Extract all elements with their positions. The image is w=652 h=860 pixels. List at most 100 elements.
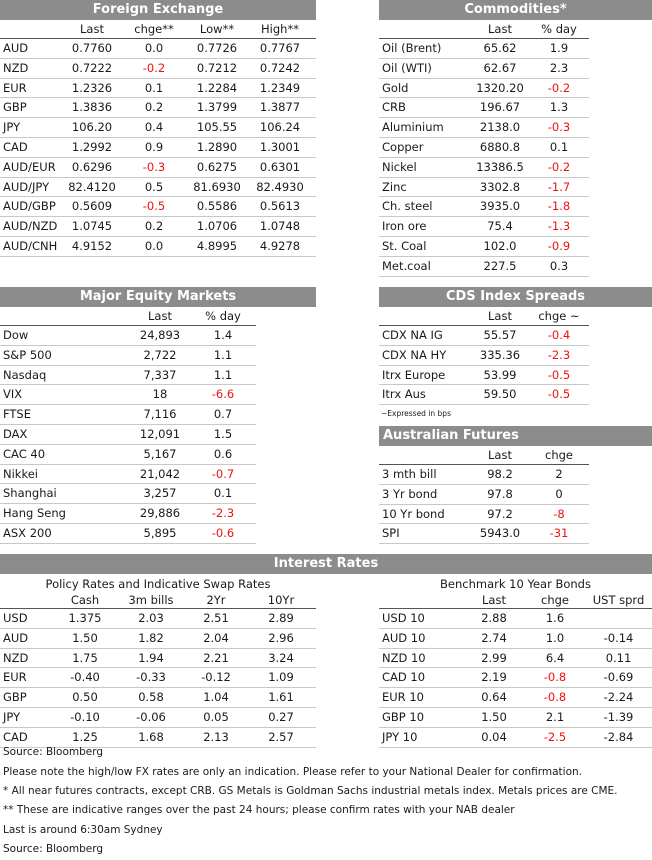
cds-col-headers: Last chge ~ bbox=[379, 307, 589, 326]
interest-panel: Interest Rates Policy Rates and Indicati… bbox=[0, 554, 652, 748]
cell-chge: 0.2 bbox=[144, 219, 164, 234]
row-label: JPY bbox=[3, 120, 21, 135]
row-label: Copper bbox=[382, 139, 424, 154]
cell-chge: -2.5 bbox=[543, 729, 567, 744]
cell-chge: 1.3 bbox=[549, 100, 569, 115]
table-row: Aluminium 2138.0 -0.3 bbox=[379, 118, 589, 138]
row-label: Aluminium bbox=[382, 120, 444, 135]
note-ranges: ** These are indicative ranges over the … bbox=[3, 804, 515, 816]
cds-table-body: CDX NA IG 55.57 -0.4 CDX NA HY 335.36 -2.3 Itr… bbox=[379, 326, 652, 406]
table-row: Oil (WTI) 62.67 2.3 bbox=[379, 59, 589, 79]
cell-y2: 1.04 bbox=[203, 690, 229, 705]
cell-low: 0.7726 bbox=[196, 41, 238, 55]
row-label: AUD/JPY bbox=[3, 179, 50, 194]
cell-chge: -2.3 bbox=[211, 506, 235, 521]
policy-col-10yr: 10Yr bbox=[267, 593, 295, 607]
cell-y10: 2.89 bbox=[268, 611, 294, 625]
row-label: USD 10 bbox=[382, 611, 425, 625]
aus-futures-panel: Australian Futures Last chge 3 mth bill 9… bbox=[379, 426, 652, 545]
cell-cash: 1.25 bbox=[72, 729, 98, 744]
cell-last: 0.64 bbox=[481, 690, 507, 705]
cds-footnote: ~Expressed in bps bbox=[381, 409, 451, 419]
commodities-panel: Commodities* Last % day Oil (Brent) 65.62… bbox=[379, 0, 652, 277]
table-row: CDX NA IG 55.57 -0.4 bbox=[379, 326, 589, 346]
row-label: St. Coal bbox=[382, 238, 427, 253]
cell-last: 82.4120 bbox=[68, 179, 116, 194]
cell-last: 2138.0 bbox=[479, 120, 521, 135]
row-label: GBP bbox=[3, 690, 27, 705]
cell-high: 0.5613 bbox=[259, 199, 301, 214]
table-row: USD 1.375 2.03 2.51 2.89 bbox=[0, 609, 316, 629]
cell-high: 1.0748 bbox=[259, 219, 301, 234]
bonds-col-last: Last bbox=[482, 593, 506, 607]
row-label: CAD 10 bbox=[382, 670, 426, 685]
row-label: EUR bbox=[3, 670, 27, 685]
table-row: AUD/GBP 0.5609 -0.5 0.5586 0.5613 bbox=[0, 197, 316, 218]
cell-last: 12,091 bbox=[139, 426, 181, 441]
cell-chge: -1.7 bbox=[547, 179, 571, 194]
row-label: CAD bbox=[3, 729, 28, 744]
cell-high: 0.7242 bbox=[259, 60, 301, 75]
cell-cash: 1.75 bbox=[72, 650, 98, 665]
row-label: Dow bbox=[3, 328, 29, 342]
cell-y2: 2.21 bbox=[203, 650, 229, 665]
row-label: GBP 10 bbox=[382, 709, 425, 724]
fx-col-high: High** bbox=[261, 22, 299, 36]
row-label: 3 mth bill bbox=[382, 467, 437, 481]
cell-high: 0.7767 bbox=[259, 41, 301, 55]
cell-cash: 0.50 bbox=[72, 690, 98, 705]
cell-chge: 0.5 bbox=[144, 179, 164, 194]
commodities-col-last: Last bbox=[488, 22, 512, 36]
table-row: CRB 196.67 1.3 bbox=[379, 98, 589, 119]
cell-last: 5943.0 bbox=[479, 526, 521, 541]
cell-last: 1.3836 bbox=[71, 100, 113, 115]
cds-title: CDS Index Spreads bbox=[379, 287, 652, 307]
row-label: CDX NA IG bbox=[382, 328, 443, 342]
table-row: 3 Yr bond 97.8 0 bbox=[379, 485, 589, 505]
table-row: Ch. steel 3935.0 -1.8 bbox=[379, 197, 589, 218]
policy-col-cash: Cash bbox=[70, 593, 100, 607]
table-row: Itrx Europe 53.99 -0.5 bbox=[379, 366, 589, 386]
policy-rates-title: Policy Rates and Indicative Swap Rates bbox=[45, 577, 271, 591]
cell-sprd: -2.84 bbox=[603, 729, 634, 744]
cell-sprd: -0.14 bbox=[603, 630, 634, 645]
row-label: Shanghai bbox=[3, 486, 57, 501]
cell-cash: 1.375 bbox=[68, 611, 102, 625]
commodities-col-pct: % day bbox=[541, 22, 577, 36]
commodities-title: Commodities* bbox=[379, 0, 652, 20]
cell-last: 97.8 bbox=[487, 486, 513, 501]
cell-low: 1.2890 bbox=[196, 139, 238, 154]
cell-last: 6880.8 bbox=[479, 139, 521, 154]
cell-last: 4.9152 bbox=[71, 238, 113, 253]
commodities-table-body: Oil (Brent) 65.62 1.9 Oil (WTI) 62.67 2.3 Gold… bbox=[379, 39, 652, 277]
equity-table-body: Dow 24,893 1.4 S&P 500 2,722 1.1 Nasdaq 7,337 1.… bbox=[0, 326, 316, 544]
row-label: JPY bbox=[3, 709, 21, 724]
cell-last: 102.0 bbox=[483, 238, 517, 253]
table-row: Iron ore 75.4 -1.3 bbox=[379, 217, 589, 237]
policy-col-2yr: 2Yr bbox=[206, 593, 226, 607]
cell-sprd: 0.11 bbox=[605, 650, 632, 665]
row-label: Nasdaq bbox=[3, 367, 47, 382]
bonds-col-sprd: UST sprd bbox=[592, 593, 645, 607]
table-row: SPI 5943.0 -31 bbox=[379, 524, 589, 545]
cell-chge: 1.6 bbox=[545, 611, 565, 625]
row-label: FTSE bbox=[3, 407, 32, 422]
table-row: Oil (Brent) 65.62 1.9 bbox=[379, 39, 589, 59]
cell-last: 59.50 bbox=[483, 387, 517, 402]
equity-col-pct: % day bbox=[205, 309, 241, 323]
table-row: S&P 500 2,722 1.1 bbox=[0, 346, 256, 366]
table-row: NZD 0.7222 -0.2 0.7212 0.7242 bbox=[0, 59, 316, 79]
cell-chge: -0.9 bbox=[547, 238, 571, 253]
row-label: NZD bbox=[3, 60, 29, 75]
cell-last: 97.2 bbox=[487, 506, 513, 521]
equity-col-last: Last bbox=[148, 309, 172, 323]
aus-futures-col-last: Last bbox=[488, 448, 512, 462]
cell-bills: 0.58 bbox=[138, 690, 164, 705]
table-row: VIX 18 -6.6 bbox=[0, 385, 256, 406]
table-row: EUR 10 0.64 -0.8 -2.24 bbox=[379, 688, 652, 708]
cell-chge: 2.3 bbox=[549, 60, 569, 75]
row-label: CRB bbox=[382, 100, 406, 115]
cell-last: 1320.20 bbox=[476, 80, 524, 95]
table-row: NZD 10 2.99 6.4 0.11 bbox=[379, 649, 652, 669]
cell-chge: -0.3 bbox=[547, 120, 571, 135]
